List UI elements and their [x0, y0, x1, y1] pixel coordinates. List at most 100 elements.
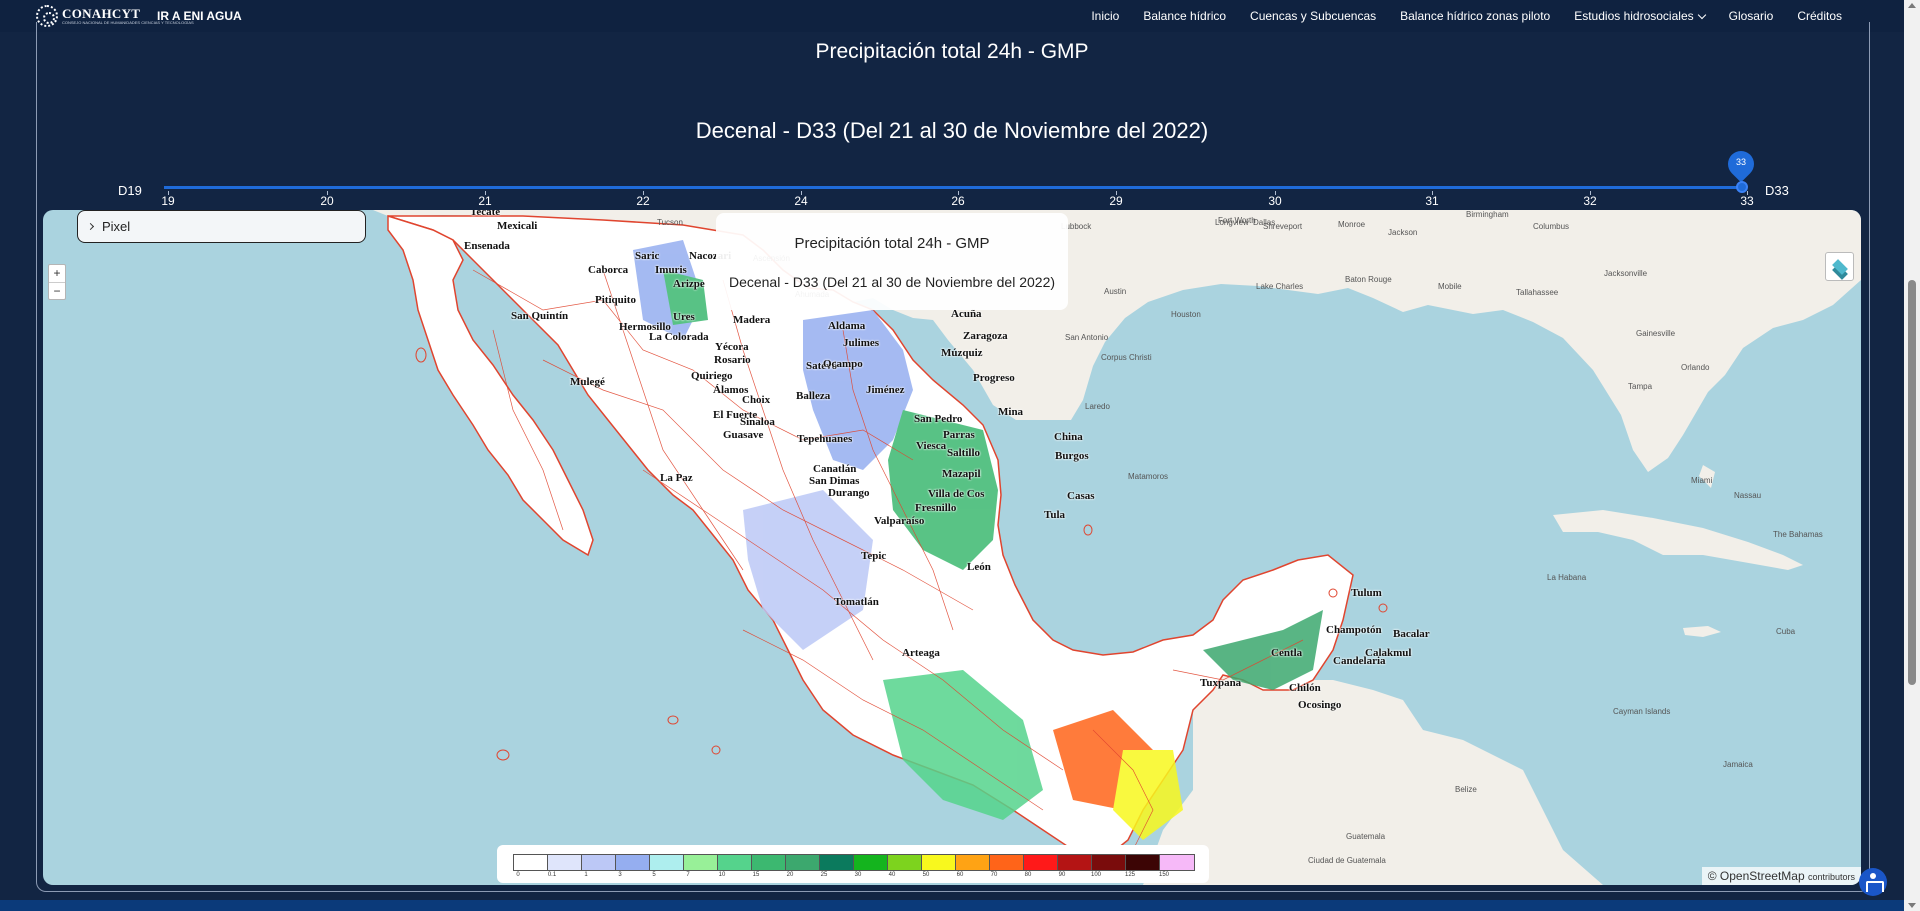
scroll-up-arrow-icon[interactable]: [1908, 3, 1916, 8]
accessibility-icon[interactable]: [1859, 868, 1887, 896]
slider-tick-label[interactable]: 19: [161, 194, 175, 208]
slider-tick-label[interactable]: 22: [636, 194, 650, 208]
legend-swatch: [1126, 855, 1160, 870]
slider-tick-label[interactable]: 29: [1109, 194, 1123, 208]
legend-swatch: [1024, 855, 1058, 870]
nav-item-estudios-dropdown[interactable]: Estudios hidrosociales: [1574, 9, 1706, 23]
legend-label: 0: [516, 872, 520, 878]
legend-label: 100: [1090, 872, 1102, 878]
slider-tick: [327, 191, 328, 195]
page-title: Precipitación total 24h - GMP: [815, 40, 1089, 63]
city-label: Múzquiz: [941, 347, 983, 359]
logo-text: CONAHCYT CONSEJO NACIONAL DE HUMANIDADES…: [62, 7, 194, 25]
pixel-panel-toggle[interactable]: Pixel: [77, 210, 366, 243]
slider-tick-label[interactable]: 31: [1425, 194, 1439, 208]
legend-color-bar: [513, 854, 1195, 871]
scroll-down-arrow-icon[interactable]: [1908, 903, 1916, 908]
map-info-box: Precipitación total 24h - GMP Decenal - …: [716, 213, 1068, 310]
city-label: La Colorada: [649, 331, 709, 343]
legend-swatch: [548, 855, 582, 870]
region-label: Baton Rouge: [1345, 275, 1392, 284]
top-navbar: CONAHCYT CONSEJO NACIONAL DE HUMANIDADES…: [0, 0, 1904, 32]
zoom-control: + −: [48, 264, 66, 300]
precipitation-legend: 0 0.1 1 3 5 7 10 15 20 25 30 40 50 60 70 80 90 100 125 150: [497, 845, 1209, 883]
slider-tick-label[interactable]: 30: [1268, 194, 1282, 208]
nav-menu: Inicio Balance hídrico Cuencas y Subcuen…: [1091, 9, 1842, 23]
legend-label: 40: [888, 872, 896, 878]
precipitation-map[interactable]: Tecate Mexicali Ensenada Caborca Imuris Nacoz…: [43, 210, 1861, 885]
eni-agua-link[interactable]: IR A ENI AGUA: [157, 9, 242, 23]
region-label: Miami: [1691, 476, 1713, 485]
city-label: Ocosingo: [1298, 699, 1342, 711]
city-label: Fresnillo: [915, 502, 957, 514]
city-label: Villa de Cos: [928, 488, 985, 500]
region-label: Birmingham: [1466, 210, 1509, 219]
city-label: Satevó: [806, 360, 838, 372]
nav-item-zonas-piloto[interactable]: Balance hídrico zonas piloto: [1400, 9, 1551, 23]
city-label: Calakmul: [1365, 647, 1412, 659]
zoom-in-button[interactable]: +: [53, 266, 61, 280]
legend-label: 0.1: [547, 872, 557, 878]
slider-tick-label[interactable]: 26: [951, 194, 965, 208]
attribution-copyright: ©: [1707, 869, 1717, 883]
region-label: Guatemala: [1346, 832, 1386, 841]
region-label: Jamaica: [1723, 760, 1753, 769]
region-label: La Habana: [1547, 573, 1587, 582]
slider-tick-label[interactable]: 21: [478, 194, 492, 208]
city-label: Hermosillo: [619, 321, 671, 333]
page-scrollbar[interactable]: [1904, 0, 1920, 911]
nav-item-glosario[interactable]: Glosario: [1728, 9, 1774, 23]
slider-tick-label[interactable]: 33: [1740, 194, 1754, 208]
region-label: Cuba: [1776, 627, 1796, 636]
city-label: León: [967, 561, 991, 573]
city-label: San Pedro: [914, 413, 963, 425]
region-label: Dallas: [1253, 218, 1276, 227]
nav-item-cuencas[interactable]: Cuencas y Subcuencas: [1250, 9, 1377, 23]
city-label: Durango: [828, 487, 870, 499]
slider-end-label: D33: [1765, 183, 1789, 198]
region-label: Columbus: [1533, 222, 1570, 231]
slider-tick: [958, 191, 959, 195]
slider-tick-label[interactable]: 32: [1583, 194, 1597, 208]
map-info-subtitle: Decenal - D33 (Del 21 al 30 de Noviembre…: [728, 274, 1056, 290]
region-label: Shreveport: [1263, 222, 1303, 231]
zoom-out-button[interactable]: −: [49, 282, 65, 299]
legend-swatch: [684, 855, 718, 870]
central-america: [1143, 640, 1603, 885]
nav-item-balance-hidrico[interactable]: Balance hídrico: [1143, 9, 1227, 23]
city-label: Ensenada: [464, 240, 510, 252]
period-slider-track[interactable]: [164, 186, 1742, 189]
conahcyt-logo[interactable]: CONAHCYT CONSEJO NACIONAL DE HUMANIDADES…: [36, 5, 194, 27]
legend-swatch: [1160, 855, 1194, 870]
slider-tick: [1275, 191, 1276, 195]
cuba-island: [1553, 510, 1803, 570]
legend-swatch: [616, 855, 650, 870]
region-label: Monroe: [1338, 220, 1366, 229]
pixel-panel-label: Pixel: [102, 219, 131, 234]
slider-tick-label[interactable]: 24: [794, 194, 808, 208]
slider-tick: [1590, 191, 1591, 195]
city-label: San Quintín: [511, 310, 569, 322]
scroll-thumb[interactable]: [1908, 280, 1916, 685]
city-label: Chilón: [1289, 682, 1321, 694]
region-label: Matamoros: [1128, 472, 1169, 481]
precip-green-ne: [888, 410, 998, 570]
slider-tick: [643, 191, 644, 195]
period-slider-handle[interactable]: [1736, 181, 1748, 193]
city-label: Caborca: [588, 264, 629, 276]
legend-label: 60: [956, 872, 964, 878]
legend-label: 150: [1158, 872, 1170, 878]
city-label: Arizpe: [673, 278, 705, 290]
openstreetmap-link[interactable]: OpenStreetMap: [1719, 869, 1805, 883]
city-label: Tula: [1044, 509, 1066, 521]
slider-tick-label[interactable]: 20: [320, 194, 334, 208]
legend-label: 7: [686, 872, 690, 878]
region-label: San Antonio: [1065, 333, 1109, 342]
nav-item-inicio[interactable]: Inicio: [1091, 9, 1120, 23]
slider-tick: [801, 191, 802, 195]
city-label: Ures: [673, 311, 695, 323]
legend-label: 20: [786, 872, 794, 878]
layers-button[interactable]: [1825, 252, 1854, 281]
nav-item-creditos[interactable]: Créditos: [1797, 9, 1842, 23]
nav-item-estudios-label: Estudios hidrosociales: [1574, 9, 1694, 23]
